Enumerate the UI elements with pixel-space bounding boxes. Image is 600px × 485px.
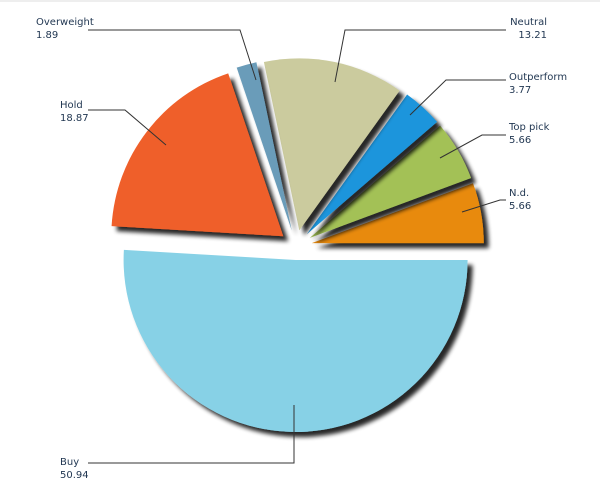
slice-value: 3.77 bbox=[509, 85, 531, 96]
slice-value: 13.21 bbox=[518, 30, 547, 41]
pie-slice bbox=[263, 58, 400, 231]
leader-line bbox=[409, 79, 506, 116]
slice-label: Outperform bbox=[509, 72, 567, 83]
slice-value: 5.66 bbox=[509, 135, 531, 146]
slice-value: 1.89 bbox=[36, 30, 58, 41]
slices bbox=[111, 58, 484, 432]
leader-line bbox=[88, 405, 295, 464]
slice-value: 18.87 bbox=[60, 113, 89, 124]
leader-line bbox=[439, 134, 506, 159]
leader-line bbox=[88, 109, 167, 146]
slice-value: 5.66 bbox=[509, 201, 531, 212]
pie-slice bbox=[123, 249, 468, 432]
slice-label: Neutral bbox=[510, 17, 547, 28]
leader-line bbox=[88, 29, 257, 81]
leader-line bbox=[334, 29, 506, 83]
slice-value: 50.94 bbox=[60, 470, 89, 481]
pie-slice bbox=[309, 125, 472, 238]
pie-slice bbox=[111, 73, 284, 237]
labels: N.d. 5.66 Top pick 5.66 Outperform 3.77 Neutra… bbox=[36, 17, 567, 481]
slice-label: N.d. bbox=[509, 188, 529, 199]
slice-label: Buy bbox=[60, 457, 79, 468]
slice-label: Hold bbox=[60, 100, 83, 111]
slice-label: Top pick bbox=[508, 122, 550, 133]
slice-label: Overweight bbox=[36, 17, 94, 28]
pie-slice bbox=[236, 62, 292, 231]
pie-slice bbox=[306, 94, 438, 235]
leader-line bbox=[461, 199, 506, 213]
pie-slice bbox=[311, 183, 484, 244]
